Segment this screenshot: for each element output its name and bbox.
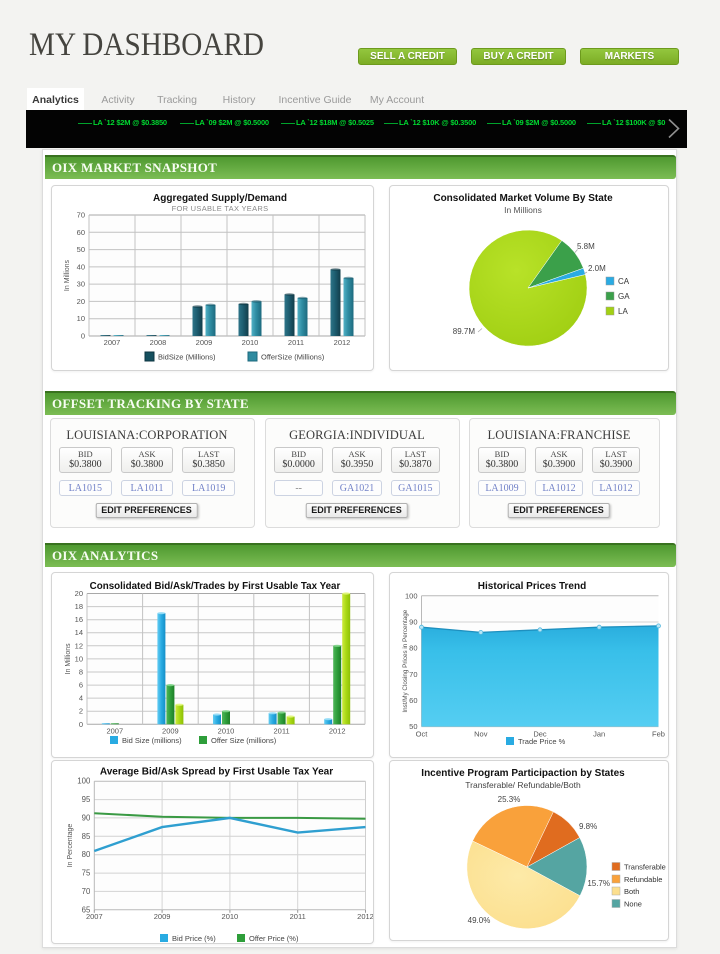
svg-text:2012: 2012 [329, 726, 346, 735]
svg-text:30: 30 [77, 280, 85, 289]
svg-text:Inst/My Closing Prices in Perc: Inst/My Closing Prices in Percentage [402, 609, 409, 712]
svg-text:15.7%: 15.7% [587, 879, 610, 888]
svg-text:Jan: Jan [593, 730, 605, 739]
svg-text:0: 0 [79, 720, 83, 729]
svg-text:LA: LA [618, 307, 628, 316]
svg-text:Average Bid/Ask Spread by Firs: Average Bid/Ask Spread by First Usable T… [100, 767, 333, 778]
svg-text:100: 100 [405, 591, 418, 600]
svg-text:25.3%: 25.3% [498, 795, 521, 804]
svg-text:2011: 2011 [274, 726, 290, 735]
svg-text:Offer Size (millions): Offer Size (millions) [211, 736, 277, 745]
svg-text:20: 20 [75, 589, 83, 598]
svg-text:20: 20 [77, 297, 85, 306]
svg-text:70: 70 [409, 670, 417, 679]
svg-text:50: 50 [409, 722, 417, 731]
svg-text:2011: 2011 [288, 338, 304, 347]
svg-text:40: 40 [77, 262, 85, 271]
svg-text:Nov: Nov [474, 730, 488, 739]
svg-text:Consolidated Bid/Ask/Trades by: Consolidated Bid/Ask/Trades by First Usa… [90, 581, 341, 592]
svg-text:75: 75 [82, 869, 91, 878]
svg-text:2.0M: 2.0M [588, 264, 606, 273]
svg-text:2009: 2009 [154, 912, 171, 921]
svg-text:80: 80 [82, 850, 91, 859]
svg-text:In Percentage: In Percentage [67, 824, 74, 868]
svg-text:FOR USABLE TAX YEARS: FOR USABLE TAX YEARS [172, 204, 269, 213]
svg-text:Bid Size (millions): Bid Size (millions) [122, 736, 182, 745]
svg-text:6: 6 [79, 681, 83, 690]
svg-text:Aggregated Supply/Demand: Aggregated Supply/Demand [153, 193, 287, 204]
svg-text:Offer Price (%): Offer Price (%) [249, 934, 299, 943]
svg-text:8: 8 [79, 668, 83, 677]
svg-text:Both: Both [624, 887, 639, 896]
svg-text:4: 4 [79, 694, 83, 703]
svg-text:2010: 2010 [218, 726, 235, 735]
svg-text:2009: 2009 [162, 726, 179, 735]
svg-text:100: 100 [77, 777, 91, 786]
svg-text:2012: 2012 [334, 338, 351, 347]
svg-text:Feb: Feb [652, 730, 665, 739]
svg-text:Transferable/ Refundable/Both: Transferable/ Refundable/Both [465, 780, 581, 790]
svg-text:In Millions: In Millions [64, 259, 71, 291]
svg-text:Trade Price %: Trade Price % [518, 737, 566, 746]
svg-text:85: 85 [82, 832, 91, 841]
svg-text:2007: 2007 [104, 338, 121, 347]
svg-text:60: 60 [409, 696, 417, 705]
svg-text:In Millions: In Millions [504, 205, 542, 215]
svg-text:5.8M: 5.8M [577, 242, 595, 251]
svg-text:16: 16 [75, 615, 83, 624]
svg-text:90: 90 [409, 618, 417, 627]
svg-text:70: 70 [77, 211, 85, 220]
svg-text:Oct: Oct [416, 730, 429, 739]
svg-text:89.7M: 89.7M [453, 327, 476, 336]
svg-text:9.8%: 9.8% [579, 822, 597, 831]
svg-text:95: 95 [82, 795, 91, 804]
svg-text:Transferable: Transferable [624, 863, 666, 872]
svg-text:65: 65 [82, 905, 91, 914]
svg-text:BidSize (Millions): BidSize (Millions) [158, 353, 216, 362]
svg-text:18: 18 [75, 602, 83, 611]
svg-text:10: 10 [77, 314, 85, 323]
svg-text:14: 14 [75, 628, 83, 637]
svg-text:2007: 2007 [86, 912, 103, 921]
svg-text:Consolidated Market Volume By: Consolidated Market Volume By State [433, 193, 613, 204]
svg-text:Historical Prices Trend: Historical Prices Trend [478, 581, 586, 592]
svg-text:2007: 2007 [106, 726, 123, 735]
svg-text:CA: CA [618, 277, 630, 286]
svg-text:10: 10 [75, 654, 83, 663]
svg-text:60: 60 [77, 228, 85, 237]
svg-text:OfferSize (Millions): OfferSize (Millions) [261, 353, 325, 362]
svg-text:Bid Price (%): Bid Price (%) [172, 934, 216, 943]
svg-text:90: 90 [82, 813, 91, 822]
svg-text:80: 80 [409, 644, 417, 653]
svg-text:2008: 2008 [150, 338, 167, 347]
svg-text:12: 12 [75, 641, 83, 650]
svg-text:Dec: Dec [533, 730, 547, 739]
svg-text:2011: 2011 [290, 912, 306, 921]
svg-text:2010: 2010 [222, 912, 239, 921]
svg-text:50: 50 [77, 245, 85, 254]
svg-text:Incentive Program Participacti: Incentive Program Participaction by Stat… [421, 768, 625, 779]
svg-text:None: None [624, 900, 642, 909]
svg-text:Refundable: Refundable [624, 875, 662, 884]
svg-text:2010: 2010 [242, 338, 259, 347]
svg-text:2012: 2012 [357, 912, 373, 921]
svg-text:0: 0 [81, 332, 85, 341]
svg-text:2009: 2009 [196, 338, 213, 347]
svg-text:49.0%: 49.0% [468, 916, 491, 925]
svg-text:70: 70 [82, 887, 91, 896]
svg-text:GA: GA [618, 292, 630, 301]
svg-text:2: 2 [79, 707, 83, 716]
svg-text:In Millions: In Millions [65, 643, 72, 675]
